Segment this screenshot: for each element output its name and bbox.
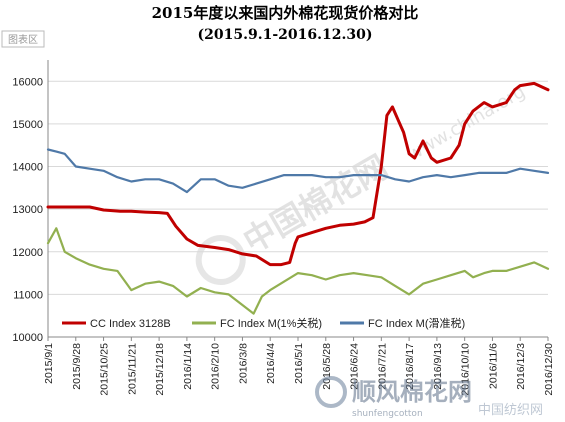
x-tick-label-13: 2016/8/17: [404, 343, 416, 390]
corner-brand-url: shunfengcotton: [352, 409, 423, 419]
watermark: 中国棉花网 www.china.org: [195, 81, 529, 285]
legend: CC Index 3128B FC Index M(1%关税) FC Index M…: [62, 316, 465, 330]
y-tick-label-12000: 12000: [12, 247, 43, 259]
x-tick-label-14: 2016/9/13: [432, 343, 444, 390]
legend-label-0: CC Index 3128B: [90, 318, 171, 330]
chart-area-badge-label: 图表区: [8, 33, 38, 46]
x-tick-label-18: 2016/12/30: [543, 343, 555, 396]
x-tick-label-9: 2016/5/1: [293, 343, 305, 384]
chart-area-badge: [1, 30, 45, 48]
x-tick-label-16: 2016/11/6: [487, 343, 499, 389]
series-line-2: [46, 148, 550, 194]
x-tick-label-17: 2016/12/3: [515, 343, 527, 390]
corner-watermark: 顺风棉花网 shunfengcotton 中国纺织网: [315, 376, 543, 419]
watermark-site-cn: 中国棉花网: [237, 148, 395, 261]
x-tick-label-1: 2015/9/28: [71, 343, 83, 390]
x-tick-label-7: 2016/3/8: [237, 343, 249, 384]
y-tick-label-10000: 10000: [12, 332, 43, 344]
x-tick-label-4: 2015/12/18: [154, 343, 166, 396]
series-line-0: [46, 81, 550, 267]
x-axis: 2015/9/1 2015/9/28 2015/10/25 2015/11/21 201…: [43, 337, 555, 396]
x-tick-label-12: 2016/7/21: [376, 343, 388, 390]
y-tick-label-16000: 16000: [12, 76, 43, 88]
x-tick-label-15: 2016/10/10: [460, 343, 472, 396]
y-tick-label-13000: 13000: [12, 204, 43, 216]
x-tick-label-6: 2016/2/10: [210, 343, 222, 390]
chart-subtitle: (2015.9.1-2016.12.30): [198, 27, 373, 43]
legend-label-2: FC Index M(滑准税): [368, 316, 465, 330]
watermark-logo-icon: [195, 235, 246, 285]
legend-label-1: FC Index M(1%关税): [220, 316, 322, 330]
x-tick-label-5: 2016/1/14: [182, 343, 194, 390]
series-lines: [46, 81, 550, 315]
x-tick-label-11: 2016/6/24: [349, 343, 361, 390]
corner-logo-icon: [315, 376, 347, 408]
y-tick-label-15000: 15000: [12, 119, 43, 131]
corner-brand: 顺风棉花网: [352, 378, 472, 406]
corner-sub: 中国纺织网: [478, 403, 543, 418]
x-tick-label-0: 2015/9/1: [43, 343, 55, 384]
chart-title: 2015年度以来国内外棉花现货价格对比: [152, 4, 419, 22]
x-tick-label-2: 2015/10/25: [99, 343, 111, 396]
x-tick-label-3: 2015/11/21: [126, 343, 138, 395]
x-tick-label-8: 2016/4/4: [265, 343, 277, 384]
series-line-1: [46, 227, 550, 315]
y-tick-label-11000: 11000: [13, 289, 43, 301]
y-tick-label-14000: 14000: [12, 162, 43, 174]
